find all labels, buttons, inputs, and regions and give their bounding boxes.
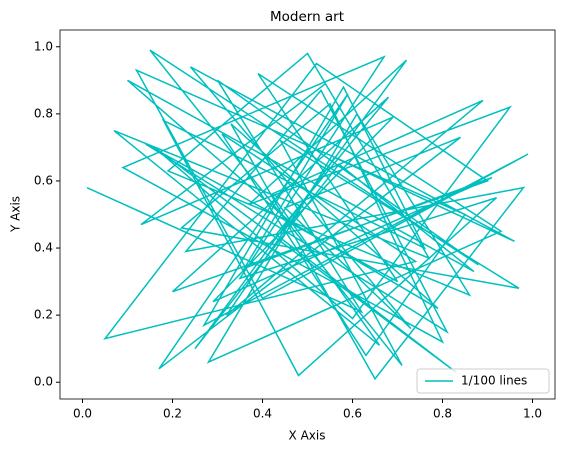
y-axis-label: Y Axis (9, 196, 23, 233)
y-tick-label: 0.2 (34, 308, 53, 322)
x-tick-label: 0.2 (163, 407, 182, 421)
y-tick-label: 0.0 (34, 375, 53, 389)
x-tick-label: 0.4 (253, 407, 272, 421)
x-tick-label: 1.0 (523, 407, 542, 421)
y-tick-label: 0.6 (34, 173, 53, 187)
y-tick-label: 1.0 (34, 39, 53, 53)
axes-frame (59, 29, 556, 400)
x-tick-label: 0.8 (433, 407, 452, 421)
y-tick-label: 0.4 (34, 241, 53, 255)
legend-box (416, 368, 550, 394)
x-tick-label: 0.0 (73, 407, 92, 421)
x-tick-label: 0.6 (343, 407, 362, 421)
x-axis-label: X Axis (289, 429, 326, 443)
chart-title: Modern art (270, 9, 344, 25)
y-tick-label: 0.8 (34, 106, 53, 120)
legend-label: 1/100 lines (461, 374, 527, 388)
data-line (86, 49, 529, 381)
